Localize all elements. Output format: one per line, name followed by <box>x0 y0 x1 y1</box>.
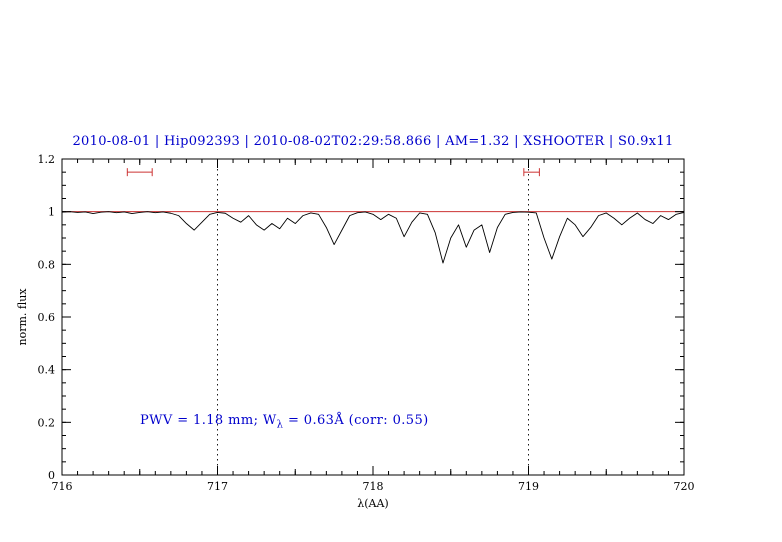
x-tick-label: 720 <box>674 480 695 493</box>
y-tick-label: 1.2 <box>38 153 56 166</box>
x-tick-label: 719 <box>518 480 539 493</box>
y-tick-label: 0.8 <box>38 258 56 271</box>
plot-title: 2010-08-01 | Hip092393 | 2010-08-02T02:2… <box>72 134 674 149</box>
y-tick-label: 0.6 <box>38 311 56 324</box>
x-tick-label: 718 <box>363 480 384 493</box>
spectrum-line <box>61 211 685 264</box>
y-axis-label: norm. flux <box>16 288 29 346</box>
y-tick-label: 0.2 <box>38 416 56 429</box>
y-tick-label: 1 <box>48 206 55 219</box>
x-tick-label: 716 <box>52 480 73 493</box>
plot-frame <box>61 158 685 476</box>
x-tick-label: 717 <box>207 480 228 493</box>
pwv-annotation-sub: λ <box>276 419 284 431</box>
pwv-annotation-pre: PWV = 1.18 mm; W <box>140 413 277 428</box>
x-axis-label: λ(AA) <box>357 497 388 510</box>
y-tick-label: 0.4 <box>38 364 56 377</box>
y-tick-label: 0 <box>48 469 55 482</box>
pwv-annotation-post: = 0.63Å (corr: 0.55) <box>283 413 429 428</box>
pwv-annotation: PWV = 1.18 mm; Wλ = 0.63Å (corr: 0.55) <box>140 413 429 431</box>
